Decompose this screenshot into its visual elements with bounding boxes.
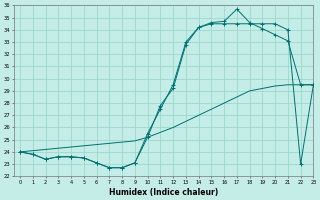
- X-axis label: Humidex (Indice chaleur): Humidex (Indice chaleur): [109, 188, 218, 197]
